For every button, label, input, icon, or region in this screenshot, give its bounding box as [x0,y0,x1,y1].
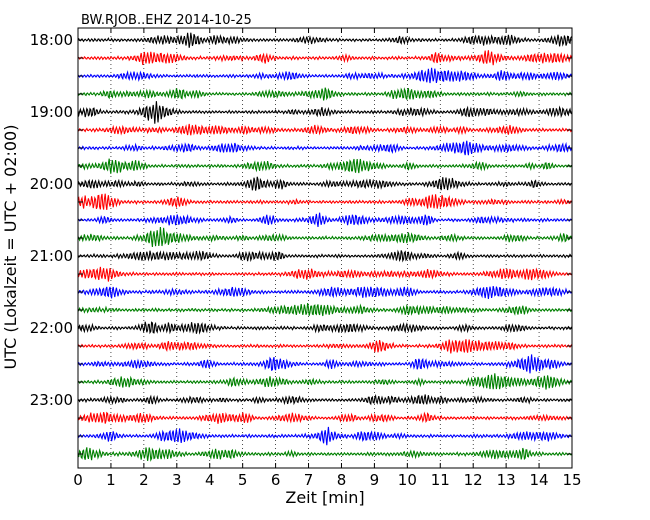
x-tick-label: 15 [562,471,581,489]
trace-line [77,193,572,210]
grid-lines [110,28,540,468]
trace-line [77,321,573,335]
y-tick-label: 22:00 [30,319,73,337]
y-tick-label: 21:00 [30,247,73,265]
trace-line [77,303,573,317]
x-tick-label: 11 [431,471,450,489]
seismic-traces [77,32,573,462]
trace-line [77,226,573,247]
x-axis-label: Zeit [min] [285,488,364,507]
trace-line [77,285,572,299]
trace-line [77,32,573,48]
trace-line [77,101,573,124]
y-tick-label: 19:00 [30,103,73,121]
x-tick-label: 9 [370,471,380,489]
chart-title: BW.RJOB..EHZ 2014-10-25 [81,13,252,28]
x-tick-label: 7 [304,471,314,489]
x-tick-label: 3 [172,471,182,489]
plot-frame [77,27,573,469]
trace-line [77,123,573,136]
y-axis: 18:00 19:00 20:00 21:00 22:00 23:00 [30,31,572,455]
x-tick-label: 12 [464,471,483,489]
x-tick-label: 8 [337,471,347,489]
trace-line [77,249,573,263]
y-axis-label: UTC (Lokalzeit = UTC + 02:00) [1,125,20,370]
trace-line [77,266,572,282]
x-tick-label: 4 [205,471,215,489]
x-tick-label: 1 [106,471,116,489]
trace-line [77,393,573,406]
trace-line [77,212,572,228]
x-tick-label: 2 [139,471,149,489]
trace-line [77,411,573,424]
x-tick-label: 5 [238,471,248,489]
trace-line [77,50,573,66]
trace-line [77,426,572,446]
trace-line [77,67,573,84]
x-tick-label: 10 [398,471,417,489]
x-axis: 0 1 2 3 4 5 6 7 8 9 10 11 12 13 14 15 [73,28,582,489]
x-tick-label: 0 [73,471,83,489]
trace-line [77,373,573,390]
trace-line [77,87,573,101]
y-tick-label: 18:00 [30,31,73,49]
trace-line [77,354,572,374]
trace-line [77,339,573,354]
trace-line [77,140,573,156]
x-tick-label: 13 [497,471,516,489]
x-tick-label: 14 [530,471,549,489]
trace-line [77,447,572,462]
trace-line [77,158,573,174]
y-tick-label: 20:00 [30,175,73,193]
y-tick-label: 23:00 [30,391,73,409]
x-tick-label: 6 [271,471,281,489]
trace-line [77,176,573,191]
